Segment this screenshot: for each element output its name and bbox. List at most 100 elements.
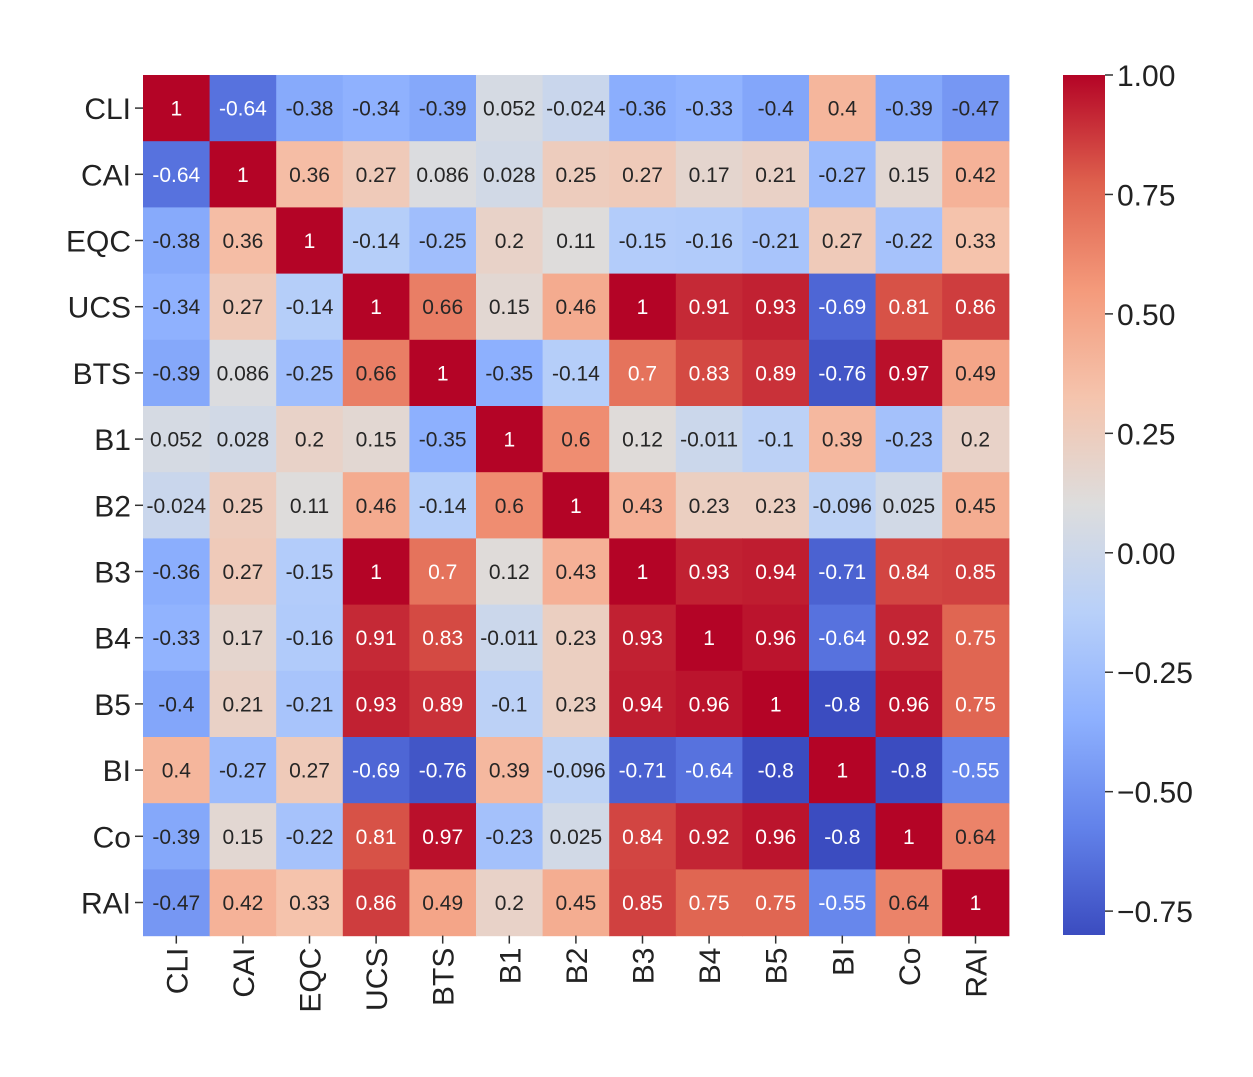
cell-value-label: 0.15 bbox=[222, 826, 263, 849]
cell-value-label: -0.71 bbox=[818, 561, 866, 584]
heatmap-cell bbox=[942, 604, 1010, 672]
heatmap-cell bbox=[809, 207, 877, 275]
heatmap-cell bbox=[942, 538, 1010, 606]
heatmap-cell bbox=[409, 207, 477, 275]
heatmap-cell bbox=[809, 538, 877, 606]
heatmap-cell bbox=[476, 75, 544, 142]
cell-value-label: 0.4 bbox=[828, 98, 858, 121]
heatmap-cell bbox=[476, 670, 544, 738]
cell-value-label: -0.8 bbox=[824, 693, 860, 716]
heatmap-cell bbox=[942, 869, 1010, 937]
cell-value-label: -0.23 bbox=[885, 429, 933, 452]
heatmap-cell bbox=[209, 538, 277, 606]
cell-value-label: -0.25 bbox=[286, 362, 334, 385]
heatmap-cell bbox=[143, 538, 211, 606]
y-tick-label: B3 bbox=[94, 557, 131, 590]
heatmap-cell bbox=[875, 207, 943, 275]
heatmap-cell bbox=[875, 75, 943, 142]
cell-value-label: 0.12 bbox=[622, 429, 663, 452]
cell-value-label: 0.25 bbox=[555, 164, 596, 187]
cell-value-label: 0.15 bbox=[356, 429, 397, 452]
heatmap-cell bbox=[276, 670, 344, 738]
heatmap-cell bbox=[742, 339, 810, 407]
heatmap-cell bbox=[875, 339, 943, 407]
cell-value-label: 0.025 bbox=[883, 495, 936, 518]
y-tick-label: B5 bbox=[94, 689, 131, 722]
heatmap-cell bbox=[542, 538, 610, 606]
y-tick-label: B2 bbox=[94, 490, 131, 523]
heatmap-cell bbox=[609, 406, 677, 473]
cell-value-label: 0.85 bbox=[955, 561, 996, 584]
cell-value-label: -0.39 bbox=[152, 362, 200, 385]
cell-value-label: -0.34 bbox=[152, 296, 200, 319]
cell-value-label: 1 bbox=[570, 495, 582, 518]
cell-value-label: 0.12 bbox=[489, 561, 530, 584]
heatmap-cell bbox=[143, 339, 211, 407]
heatmap-cell bbox=[342, 406, 410, 473]
cell-value-label: 0.27 bbox=[822, 230, 863, 253]
colorbar-tick-label: 0.25 bbox=[1117, 418, 1175, 451]
cell-value-label: 1 bbox=[770, 693, 782, 716]
cell-value-label: 0.23 bbox=[555, 627, 596, 650]
heatmap-cell bbox=[675, 604, 743, 672]
heatmap-cell bbox=[675, 670, 743, 738]
cell-value-label: 0.83 bbox=[689, 362, 730, 385]
cell-value-label: -0.76 bbox=[419, 760, 467, 783]
cell-value-label: -0.39 bbox=[152, 826, 200, 849]
heatmap-cell bbox=[276, 538, 344, 606]
heatmap-cell bbox=[875, 803, 943, 870]
heatmap-cell bbox=[276, 604, 344, 672]
heatmap-cell bbox=[609, 670, 677, 738]
colorbar: 1.00 0.75 0.50 0.25 0.00 −0.25 −0.50 −0.75 bbox=[1063, 60, 1193, 935]
cell-value-label: 0.96 bbox=[755, 826, 796, 849]
heatmap-cell bbox=[609, 141, 677, 208]
heatmap-cell bbox=[276, 803, 344, 870]
cell-value-label: 0.39 bbox=[822, 429, 863, 452]
cell-value-label: 0.17 bbox=[689, 164, 730, 187]
heatmap-cell bbox=[143, 75, 211, 142]
heatmap-cell bbox=[409, 406, 477, 473]
heatmap-cell bbox=[542, 339, 610, 407]
heatmap-cell bbox=[209, 339, 277, 407]
cell-value-label: -0.34 bbox=[352, 98, 400, 121]
cell-value-label: 0.93 bbox=[755, 296, 796, 319]
heatmap-cell bbox=[209, 604, 277, 672]
cell-value-label: 0.028 bbox=[483, 164, 536, 187]
cell-value-label: -0.4 bbox=[758, 98, 795, 121]
x-tick-label: CAI bbox=[228, 948, 261, 998]
cell-value-label: 0.6 bbox=[495, 495, 524, 518]
heatmap-cell bbox=[742, 406, 810, 473]
cell-value-label: 1 bbox=[637, 561, 649, 584]
heatmap-cell bbox=[276, 869, 344, 937]
heatmap-cell bbox=[409, 604, 477, 672]
cell-value-label: -0.21 bbox=[752, 230, 800, 253]
heatmap-cell bbox=[942, 472, 1010, 539]
cell-value-label: 0.49 bbox=[955, 362, 996, 385]
heatmap-cell bbox=[542, 604, 610, 672]
cell-value-label: 0.66 bbox=[356, 362, 397, 385]
heatmap-cell bbox=[476, 141, 544, 208]
cell-value-label: -0.71 bbox=[619, 760, 667, 783]
heatmap-cell bbox=[342, 141, 410, 208]
heatmap-cell bbox=[609, 869, 677, 937]
cell-value-label: 0.025 bbox=[550, 826, 603, 849]
heatmap-cell bbox=[276, 75, 344, 142]
heatmap-cell bbox=[875, 273, 943, 341]
heatmap-cell bbox=[342, 472, 410, 539]
heatmap-cell bbox=[342, 207, 410, 275]
cell-value-label: 0.75 bbox=[955, 627, 996, 650]
cell-value-label: -0.1 bbox=[758, 429, 794, 452]
cell-value-label: 0.43 bbox=[555, 561, 596, 584]
cell-value-label: 0.33 bbox=[955, 230, 996, 253]
colorbar-tick-label: 1.00 bbox=[1117, 60, 1175, 93]
heatmap-cell bbox=[542, 737, 610, 804]
cell-value-label: 0.45 bbox=[955, 495, 996, 518]
cell-value-label: 0.33 bbox=[289, 892, 330, 915]
colorbar-tick-label: −0.75 bbox=[1117, 896, 1193, 929]
cell-value-label: 1 bbox=[370, 561, 382, 584]
heatmap-cell bbox=[342, 339, 410, 407]
cell-value-label: 0.052 bbox=[150, 429, 203, 452]
heatmap-cell bbox=[209, 869, 277, 937]
cell-value-label: 0.91 bbox=[356, 627, 397, 650]
colorbar-tick-label: 0.00 bbox=[1117, 538, 1175, 571]
